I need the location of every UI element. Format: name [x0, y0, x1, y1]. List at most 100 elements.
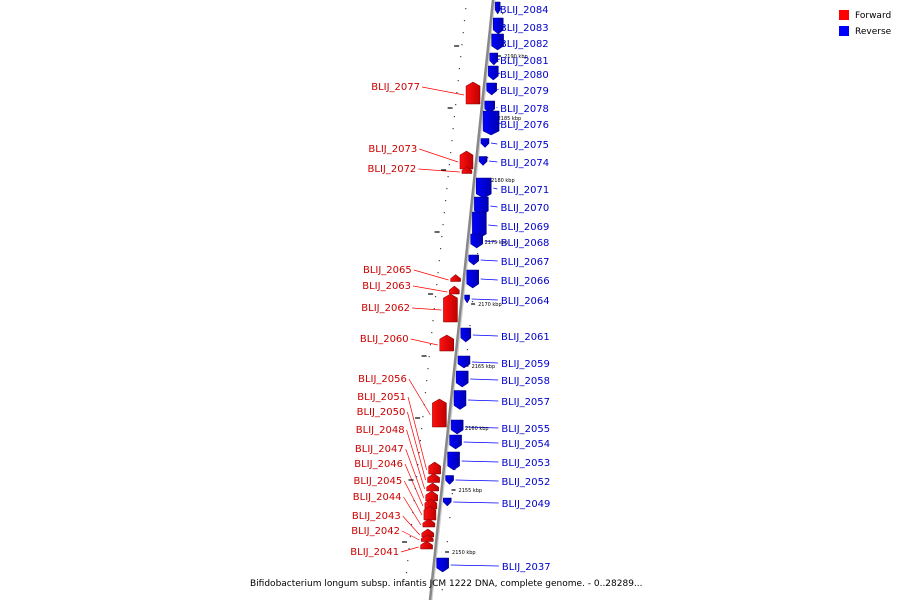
forward-gene-leader	[406, 429, 425, 490]
forward-gene-leader	[410, 338, 438, 346]
legend-swatch-reverse	[839, 26, 849, 36]
forward-gene-leader	[400, 546, 419, 553]
track-dot	[433, 308, 435, 310]
tick-label: 2190 kbp	[504, 54, 528, 60]
reverse-gene-label: BLIJ_2069	[501, 222, 550, 233]
reverse-gene-leader	[490, 205, 498, 208]
forward-gene-leader	[418, 168, 460, 173]
forward-gene-shape	[428, 461, 441, 475]
track-dot	[405, 572, 408, 574]
forward-gene-label: BLIJ_2060	[360, 334, 409, 345]
forward-gene-shape	[420, 540, 433, 550]
track-dot	[428, 356, 430, 358]
reverse-gene-label: BLIJ_2057	[501, 397, 550, 408]
reverse-gene-label: BLIJ_2078	[500, 104, 549, 115]
forward-gene-shape	[450, 274, 461, 282]
track-dot	[434, 296, 437, 298]
forward-gene-leader	[403, 496, 422, 526]
track-dot	[446, 188, 448, 190]
track-dot	[419, 440, 421, 442]
reverse-gene-shape	[464, 294, 470, 304]
track-dot	[417, 464, 419, 466]
forward-gene-label: BLIJ_2048	[356, 425, 405, 436]
reverse-gene-shape	[445, 475, 454, 485]
tick-label: 2160 kbp	[465, 426, 489, 432]
reverse-gene-label: BLIJ_2080	[500, 70, 549, 81]
reverse-gene-label: BLIJ_2081	[500, 56, 549, 67]
track-dot	[455, 104, 457, 106]
forward-gene-shape	[422, 518, 436, 528]
reverse-gene-shape	[468, 254, 479, 266]
reverse-gene-label: BLIJ_2070	[501, 203, 550, 214]
track-dot	[469, 325, 471, 327]
genome-caption: Bifidobacterium longum subsp. infantis J…	[250, 579, 643, 589]
track-dot	[445, 200, 447, 202]
legend-label-forward: Forward	[855, 11, 891, 21]
reverse-gene-shape	[460, 327, 472, 343]
track-dot	[454, 469, 456, 471]
forward-gene-leader	[403, 480, 423, 516]
reverse-gene-shape	[449, 434, 462, 450]
forward-gene-label: BLIJ_2065	[363, 265, 412, 276]
reverse-gene-label: BLIJ_2064	[501, 296, 550, 307]
reverse-gene-label: BLIJ_2055	[501, 424, 550, 435]
track-dot	[431, 332, 433, 334]
track-dot	[424, 392, 427, 394]
track-dot	[466, 349, 469, 351]
legend-swatch-forward	[839, 10, 849, 20]
forward-gene-label: BLIJ_2073	[368, 144, 417, 155]
reverse-gene-shape	[450, 419, 464, 435]
track-dot	[407, 560, 409, 562]
forward-gene-leader	[404, 463, 424, 507]
reverse-gene-leader	[467, 399, 499, 402]
forward-gene-leader	[405, 448, 425, 499]
reverse-gene-label: BLIJ_2066	[501, 276, 550, 287]
forward-gene-shape	[443, 293, 458, 323]
forward-gene-shape	[421, 534, 434, 542]
track-dot	[410, 524, 413, 526]
reverse-gene-label: BLIJ_2083	[500, 23, 549, 34]
forward-gene-label: BLIJ_2050	[357, 407, 406, 418]
reverse-gene-leader	[488, 224, 498, 227]
track-dot	[442, 224, 444, 226]
forward-gene-leader	[421, 86, 465, 96]
track-dot	[463, 20, 466, 22]
reverse-gene-label: BLIJ_2074	[500, 158, 549, 169]
reverse-gene-leader	[455, 479, 499, 482]
forward-gene-label: BLIJ_2046	[354, 459, 403, 470]
reverse-gene-label: BLIJ_2068	[501, 238, 550, 249]
forward-gene-leader	[407, 411, 426, 481]
forward-gene-leader	[413, 269, 449, 281]
forward-gene-leader	[419, 148, 459, 163]
track-dot	[408, 548, 410, 550]
forward-gene-shape	[465, 81, 481, 105]
reverse-gene-shape	[488, 65, 499, 81]
reverse-gene-label: BLIJ_2058	[501, 376, 550, 387]
reverse-gene-shape	[455, 370, 469, 388]
reverse-gene-shape	[489, 52, 499, 66]
reverse-gene-label: BLIJ_2037	[502, 562, 551, 573]
track-dot	[443, 212, 445, 214]
reverse-gene-shape	[476, 177, 492, 199]
forward-gene-shape	[421, 528, 435, 538]
reverse-gene-leader	[471, 298, 498, 301]
reverse-gene-shape	[457, 355, 471, 369]
track-dot	[461, 44, 463, 46]
reverse-gene-leader	[463, 441, 499, 444]
track-dot	[412, 512, 414, 514]
track-dot	[404, 584, 406, 586]
forward-gene-label: BLIJ_2063	[362, 281, 411, 292]
track-dot	[441, 589, 443, 591]
forward-gene-shape	[425, 490, 438, 502]
forward-gene-leader	[412, 285, 448, 293]
tick-label: 2175 kbp	[485, 240, 509, 246]
reverse-gene-leader	[470, 378, 499, 381]
tick-label: 2165 kbp	[472, 364, 496, 370]
forward-gene-shape	[432, 398, 447, 428]
forward-gene-label: BLIJ_2072	[368, 164, 417, 175]
reverse-gene-leader	[450, 564, 499, 567]
forward-gene-shape	[427, 473, 440, 483]
forward-gene-label: BLIJ_2051	[357, 392, 406, 403]
legend: Forward Reverse	[839, 10, 892, 37]
reverse-gene-label: BLIJ_2052	[502, 477, 551, 488]
